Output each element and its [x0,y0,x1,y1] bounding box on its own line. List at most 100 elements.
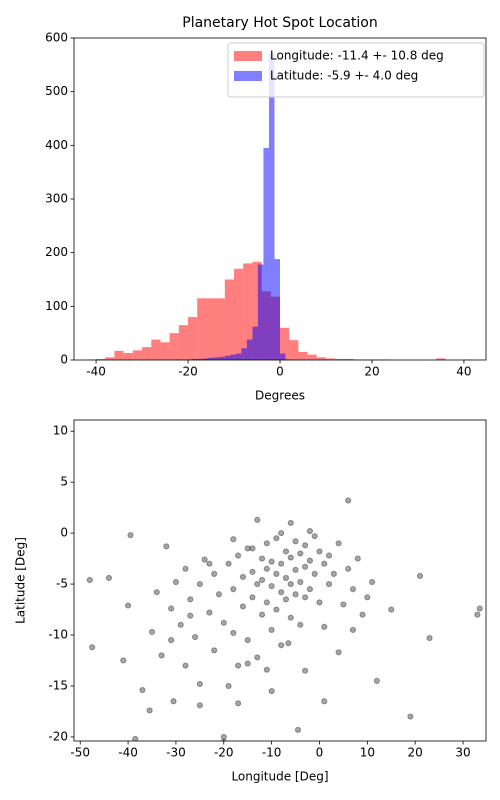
scatter-point [263,666,270,673]
scatter-point [345,565,352,572]
histogram-bar [123,353,133,360]
scatter-point [148,628,156,636]
legend-swatch [234,71,262,81]
x-tick-label: -10 [262,746,282,760]
y-tick-label: 10 [53,424,68,438]
scatter-point [206,560,213,567]
scatter-point [297,550,304,557]
scatter-point [254,654,261,661]
scatter-point [273,570,280,577]
scatter-point [211,647,218,654]
y-tick-label: 500 [45,84,68,98]
histogram-bar [252,326,258,360]
histogram-bar [114,350,124,360]
scatter-point [292,538,299,545]
scatter-point [225,682,232,690]
scatter-point [316,599,323,606]
histogram-bar [268,53,275,360]
scatter-point [321,560,328,567]
scatter-point [278,530,285,537]
scatter-point [268,687,275,695]
scatter-point [139,686,146,694]
x-tick-label: -20 [214,746,234,760]
y-tick-label: 0 [60,353,68,367]
scatter-point [302,594,309,601]
scatter-point [330,570,337,577]
scatter-point [294,726,302,733]
y-tick-label: 0 [60,526,68,540]
histogram-bar [151,339,161,360]
scatter-point [285,640,292,647]
scatter-point [263,599,270,606]
scatter-point [215,591,223,598]
histogram-bar [169,333,179,360]
scatter-point [244,545,251,552]
histogram-bar [206,298,216,360]
y-tick-label: -20 [48,729,68,743]
legend-label: Latitude: -5.9 +- 4.0 deg [270,69,418,83]
scatter-point [230,629,237,637]
x-tick-label: 30 [455,746,470,760]
histogram-bar [202,358,209,360]
scatter-point [268,583,275,590]
scatter-point [187,596,194,603]
histogram-bar [213,357,220,360]
histogram-bar [344,358,354,360]
x-axis-label: Degrees [255,389,305,403]
scatter-point [258,555,266,562]
y-tick-label: -10 [48,628,68,642]
scatter-point [244,660,251,667]
scatter-point [196,680,203,688]
histogram-bar [208,357,214,360]
scatter-point [282,548,290,555]
x-tick-label: -40 [86,365,106,379]
histogram-bar [280,327,290,360]
histogram-bar [307,354,317,360]
scatter-point [311,533,318,540]
scatter-point [278,589,285,596]
axes-frame [73,419,487,742]
legend-label: Longitude: -11.4 +- 10.8 deg [270,49,444,63]
histogram-bar [219,356,225,360]
histogram-bar [142,347,152,360]
scatter-point [311,570,318,577]
scatter-point [364,594,371,601]
x-tick-label: 0 [316,746,324,760]
x-tick-label: -50 [70,746,90,760]
x-tick-label: 0 [276,365,284,379]
scatter-point [249,594,256,601]
scatter-point [239,603,247,610]
histogram-bar [252,261,262,360]
histogram-bar [335,358,345,360]
histogram-bar [224,279,235,360]
scatter-point [297,578,304,586]
scatter-point [426,634,433,642]
x-tick-label: 20 [364,365,379,379]
scatter-point [254,580,261,588]
scatter-point [239,573,247,581]
y-tick-label: 300 [45,192,68,206]
y-tick-label: 5 [60,475,68,489]
scatter-point [354,555,361,562]
scatter-point [124,602,132,609]
histogram-bar [298,351,308,360]
scatter-point [249,545,256,552]
histogram-bar [241,348,247,360]
histogram-bar [280,353,286,360]
scatter-point [235,662,242,669]
legend-box [227,42,485,98]
scatter-point [105,574,113,582]
histogram-bar [436,358,446,360]
scatter-point [132,735,139,741]
histogram-bar [263,148,269,360]
histogram-bar [234,268,244,360]
scatter-point [287,580,294,588]
histogram-bar [105,357,115,360]
scatter-point [316,548,323,555]
scatter-point [127,532,134,539]
scatter-point [335,649,342,656]
histogram-bar [325,358,336,360]
scatter-point [373,677,380,684]
scatter-point [321,623,328,630]
scatter-point [254,516,261,523]
